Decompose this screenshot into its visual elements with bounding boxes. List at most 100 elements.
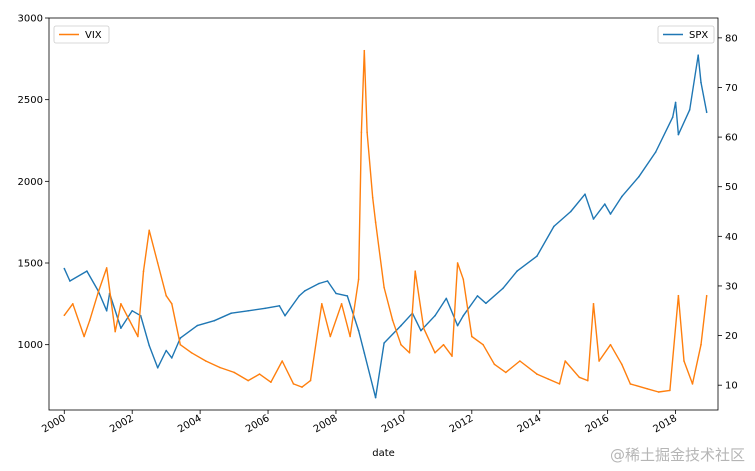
data-point-vix-49 <box>482 343 484 346</box>
data-point-vix-17 <box>205 360 207 362</box>
data-point-vix-3 <box>89 319 91 322</box>
data-point-spx-44 <box>570 210 572 213</box>
data-point-spx-17 <box>247 310 249 312</box>
data-point-vix-42 <box>422 327 425 330</box>
x-tick-label: 2008 <box>312 413 340 435</box>
data-point-spx-52 <box>671 116 674 118</box>
data-point-spx-36 <box>456 324 459 327</box>
x-tick-label: 2004 <box>176 413 204 435</box>
data-point-spx-9 <box>148 344 150 347</box>
x-tick-label: 2010 <box>380 413 408 435</box>
watermark: @稀土掘金技术社区 <box>609 446 745 464</box>
data-point-vix-7 <box>120 303 122 305</box>
data-point-spx-7 <box>131 310 133 312</box>
y-right-tick-label: 40 <box>725 232 738 243</box>
y-right-tick-label: 10 <box>725 381 738 392</box>
data-point-spx-15 <box>213 319 216 322</box>
data-point-vix-58 <box>587 379 589 382</box>
data-point-vix-61 <box>609 343 612 346</box>
series-line-vix <box>63 50 708 393</box>
data-point-spx-22 <box>304 290 306 292</box>
x-tick-label: 2006 <box>244 413 272 435</box>
data-point-vix-5 <box>105 267 108 269</box>
data-point-spx-39 <box>485 302 487 305</box>
data-point-vix-22 <box>270 381 272 384</box>
data-point-spx-2 <box>86 270 88 272</box>
data-point-spx-51 <box>654 151 657 153</box>
y-left-tick-label: 2500 <box>18 95 43 106</box>
data-point-spx-54 <box>677 133 680 136</box>
data-point-spx-46 <box>592 218 595 220</box>
data-point-spx-4 <box>105 310 108 312</box>
data-point-vix-45 <box>451 355 453 357</box>
data-point-spx-12 <box>171 357 173 359</box>
data-point-vix-27 <box>321 303 323 305</box>
data-point-vix-11 <box>148 229 150 232</box>
data-point-vix-57 <box>578 376 581 379</box>
data-point-vix-0 <box>63 314 66 317</box>
data-point-vix-9 <box>137 335 139 338</box>
data-point-spx-23 <box>318 282 320 285</box>
data-point-vix-63 <box>629 383 632 385</box>
data-point-vix-41 <box>414 270 417 273</box>
data-point-vix-34 <box>366 131 368 134</box>
data-point-spx-13 <box>179 337 182 339</box>
data-point-vix-52 <box>519 360 521 362</box>
data-point-spx-30 <box>383 342 385 344</box>
data-point-vix-19 <box>233 371 235 374</box>
data-point-spx-31 <box>400 324 402 327</box>
data-point-vix-32 <box>360 131 363 134</box>
x-tick-label: 2002 <box>108 413 136 435</box>
y-axis-right: 10 20 30 40 50 60 70 80 <box>718 33 738 392</box>
data-point-vix-47 <box>462 278 465 281</box>
data-point-spx-20 <box>284 314 286 317</box>
plot-area <box>48 17 719 411</box>
data-point-spx-53 <box>674 101 677 104</box>
data-point-spx-48 <box>609 213 612 215</box>
data-point-spx-55 <box>688 109 691 111</box>
y-right-tick-label: 80 <box>725 33 738 44</box>
data-point-spx-25 <box>335 292 337 295</box>
y-right-tick-label: 20 <box>725 331 738 342</box>
data-point-vix-64 <box>646 388 649 390</box>
data-point-spx-33 <box>420 329 422 332</box>
data-point-vix-30 <box>349 335 351 338</box>
data-point-vix-51 <box>505 371 507 374</box>
data-point-vix-8 <box>128 319 131 322</box>
legend-box <box>657 25 715 44</box>
data-point-spx-58 <box>705 111 708 114</box>
data-point-vix-54 <box>547 378 549 380</box>
data-point-vix-46 <box>456 262 459 264</box>
data-point-vix-15 <box>179 343 182 346</box>
data-point-vix-10 <box>142 270 145 273</box>
data-point-vix-67 <box>677 294 680 297</box>
data-point-spx-35 <box>445 297 448 300</box>
data-point-vix-33 <box>363 49 366 52</box>
x-tick-label: 2014 <box>516 413 544 435</box>
data-point-spx-27 <box>357 329 360 332</box>
y-left-tick-label: 2000 <box>18 177 43 188</box>
data-point-spx-45 <box>584 193 586 195</box>
data-point-spx-37 <box>462 314 465 317</box>
data-point-spx-49 <box>621 195 623 198</box>
data-point-vix-56 <box>564 360 566 362</box>
data-point-vix-39 <box>400 343 402 346</box>
data-point-vix-28 <box>329 335 332 338</box>
x-tick-label: 2016 <box>584 413 612 435</box>
data-point-vix-50 <box>493 363 496 366</box>
y-left-tick-label: 3000 <box>18 14 43 25</box>
x-axis-label: date <box>372 448 395 459</box>
data-point-vix-12 <box>156 262 159 264</box>
data-point-vix-18 <box>219 366 221 369</box>
data-point-vix-35 <box>371 196 374 199</box>
data-point-spx-1 <box>69 280 71 282</box>
data-point-spx-10 <box>156 367 159 369</box>
x-tick-label: 2018 <box>652 413 680 435</box>
data-point-vix-23 <box>281 360 284 362</box>
data-point-spx-6 <box>120 327 122 329</box>
y-right-tick-label: 70 <box>725 83 738 94</box>
data-point-vix-44 <box>442 343 445 346</box>
data-point-spx-21 <box>298 295 301 297</box>
data-point-vix-59 <box>592 303 595 305</box>
